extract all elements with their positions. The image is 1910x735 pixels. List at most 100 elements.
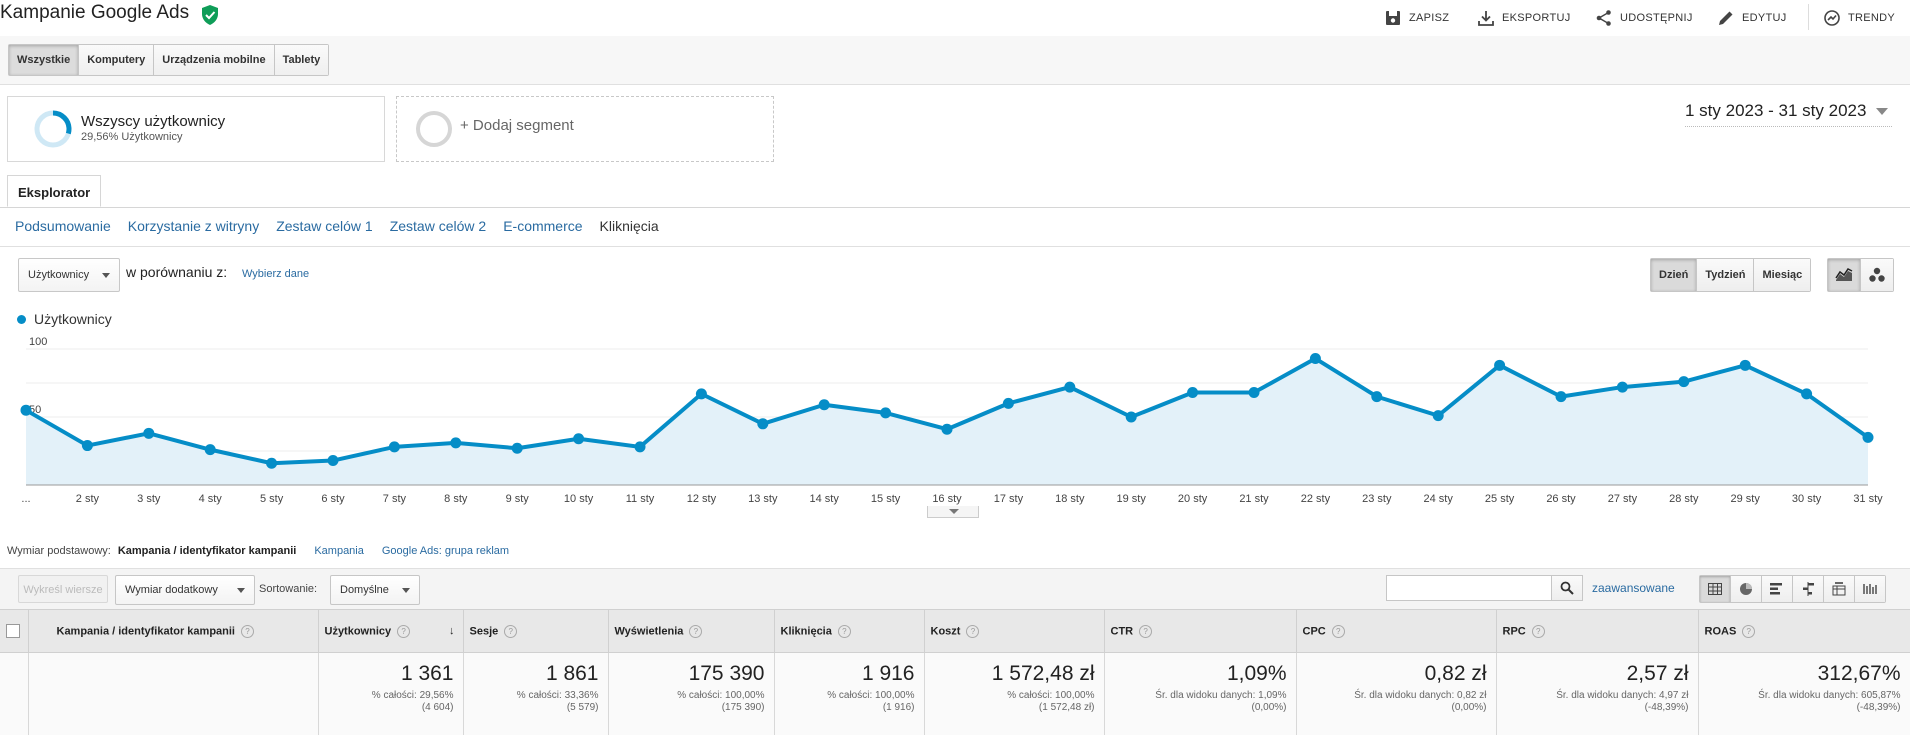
col-header-cpc[interactable]: CPC?	[1296, 610, 1496, 653]
insights-button[interactable]: TRENDY	[1823, 6, 1895, 30]
view-comparison-button[interactable]	[1793, 576, 1824, 602]
chart-legend: Użytkownicy	[17, 311, 112, 327]
col-header-campaign[interactable]: Kampania / identyfikator kampanii?	[28, 610, 318, 653]
segment-name: Wszyscy użytkownicy	[81, 113, 225, 130]
edit-button[interactable]: EDYTUJ	[1717, 6, 1787, 30]
save-button[interactable]: ZAPISZ	[1384, 6, 1449, 30]
total-overall: (0,00%)	[1297, 702, 1487, 714]
x-tick-label: 21 sty	[1239, 493, 1269, 505]
sort-select[interactable]: Domyślne	[330, 575, 420, 605]
secondary-dimension-select[interactable]: Wymiar dodatkowy	[115, 575, 255, 605]
col-header-rpc[interactable]: RPC?	[1496, 610, 1698, 653]
view-performance-button[interactable]	[1762, 576, 1793, 602]
help-icon[interactable]: ?	[504, 625, 517, 638]
select-metric-link[interactable]: Wybierz dane	[242, 268, 309, 280]
subtab-ecommerce[interactable]: E-commerce	[503, 218, 582, 234]
totals-check-cell	[0, 653, 28, 735]
chevron-down-icon	[237, 588, 245, 593]
total-overall: (-48,39%)	[1699, 702, 1901, 714]
col-header-impressions[interactable]: Wyświetlenia?	[608, 610, 774, 653]
view-pivot-button[interactable]	[1824, 576, 1855, 602]
col-header-sessions[interactable]: Sesje?	[463, 610, 608, 653]
dimension-option-ad-group[interactable]: Google Ads: grupa reklam	[382, 545, 509, 557]
data-point	[1249, 387, 1260, 398]
empty-segment-circle-icon	[415, 110, 453, 148]
chart-collapse-toggle[interactable]	[927, 506, 979, 518]
x-tick-label: 8 sty	[444, 493, 468, 505]
device-tablet-button[interactable]: Tablety	[275, 45, 329, 75]
advanced-filter-link[interactable]: zaawansowane	[1592, 581, 1675, 595]
data-point	[266, 458, 277, 469]
date-range-picker[interactable]: 1 sty 2023 - 31 sty 2023	[1685, 96, 1892, 127]
download-icon	[1477, 9, 1495, 27]
total-overall: (4 604)	[319, 702, 454, 714]
help-icon[interactable]: ?	[397, 625, 410, 638]
help-icon[interactable]: ?	[1742, 625, 1755, 638]
export-button[interactable]: EKSPORTUJ	[1477, 6, 1571, 30]
view-table-button[interactable]	[1700, 576, 1731, 602]
plot-rows-button[interactable]: Wykreśl wiersze	[18, 575, 108, 603]
help-icon[interactable]: ?	[241, 625, 254, 638]
data-point	[1003, 398, 1014, 409]
data-point	[21, 405, 32, 416]
segment-card-all-users[interactable]: Wszyscy użytkownicy 29,56% Użytkownicy	[7, 96, 385, 162]
device-desktop-button[interactable]: Komputery	[79, 45, 154, 75]
period-month-button[interactable]: Miesiąc	[1754, 259, 1810, 291]
subtab-goal-set-2[interactable]: Zestaw celów 2	[390, 218, 486, 234]
insights-icon	[1823, 9, 1841, 27]
col-header-label: Kampania / identyfikator kampanii	[57, 625, 236, 637]
segment-share: 29,56% Użytkownicy	[81, 131, 183, 143]
col-header-label: Kliknięcia	[781, 625, 832, 637]
view-pie-button[interactable]	[1731, 576, 1762, 602]
col-header-clicks[interactable]: Kliknięcia?	[774, 610, 924, 653]
col-header-roas[interactable]: ROAS?	[1698, 610, 1910, 653]
period-day-button[interactable]: Dzień	[1651, 259, 1697, 291]
table-view-toggle-group	[1699, 575, 1886, 603]
metric-select[interactable]: Użytkownicy	[18, 258, 120, 292]
dimension-option-campaign[interactable]: Kampania	[314, 545, 364, 557]
table-toolbar: Wykreśl wiersze Wymiar dodatkowy Sortowa…	[0, 568, 1910, 609]
device-all-button[interactable]: Wszystkie	[9, 45, 79, 75]
subtab-summary[interactable]: Podsumowanie	[15, 218, 111, 234]
device-mobile-button[interactable]: Urządzenia mobilne	[154, 45, 274, 75]
data-point	[1678, 376, 1689, 387]
help-icon[interactable]: ?	[838, 625, 851, 638]
motion-chart-button[interactable]	[1861, 259, 1893, 291]
subtab-goal-set-1[interactable]: Zestaw celów 1	[276, 218, 372, 234]
data-point	[1617, 382, 1628, 393]
add-segment-card[interactable]: + Dodaj segment	[396, 96, 774, 162]
period-week-button[interactable]: Tydzień	[1697, 259, 1754, 291]
metric-select-value: Użytkownicy	[28, 269, 89, 281]
col-header-label: RPC	[1503, 625, 1526, 637]
col-header-label: Użytkownicy	[325, 625, 392, 637]
share-button[interactable]: UDOSTĘPNIJ	[1595, 6, 1693, 30]
compare-label: w porównaniu z:	[126, 264, 227, 280]
x-tick-label: 18 sty	[1055, 493, 1085, 505]
chart-type-toggle-group	[1827, 258, 1894, 292]
total-share: Śr. dla widoku danych: 605,87%	[1699, 690, 1901, 702]
totals-cell-users: 1 361% całości: 29,56%(4 604)	[318, 653, 463, 735]
select-all-checkbox[interactable]	[6, 624, 20, 638]
x-tick-label: 25 sty	[1485, 493, 1515, 505]
data-point	[1187, 387, 1198, 398]
data-point	[819, 399, 830, 410]
total-overall: (5 579)	[464, 702, 599, 714]
help-icon[interactable]: ?	[1332, 625, 1345, 638]
x-tick-label: 17 sty	[994, 493, 1024, 505]
help-icon[interactable]: ?	[1532, 625, 1545, 638]
help-icon[interactable]: ?	[966, 625, 979, 638]
col-header-ctr[interactable]: CTR?	[1104, 610, 1296, 653]
x-tick-label: 14 sty	[810, 493, 840, 505]
help-icon[interactable]: ?	[689, 625, 702, 638]
line-chart-button[interactable]	[1828, 259, 1861, 291]
view-term-cloud-button[interactable]	[1855, 576, 1885, 602]
tab-explorer[interactable]: Eksplorator	[7, 175, 101, 207]
col-header-cost[interactable]: Koszt?	[924, 610, 1104, 653]
x-tick-label: 28 sty	[1669, 493, 1699, 505]
col-header-users[interactable]: Użytkownicy?↓	[318, 610, 463, 653]
total-value: 1 916	[775, 661, 915, 687]
subtab-site-usage[interactable]: Korzystanie z witryny	[128, 218, 259, 234]
table-search-button[interactable]	[1551, 575, 1583, 601]
help-icon[interactable]: ?	[1139, 625, 1152, 638]
